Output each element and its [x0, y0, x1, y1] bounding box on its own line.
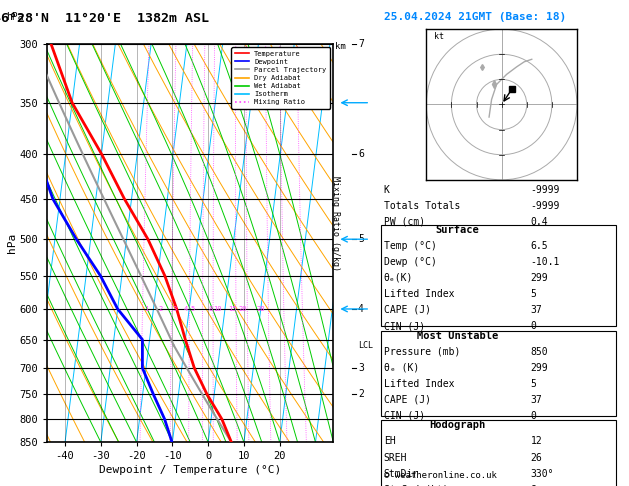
Text: 4: 4 — [358, 304, 364, 314]
Text: 5: 5 — [531, 379, 537, 389]
Text: 7: 7 — [358, 39, 364, 49]
Text: 3: 3 — [358, 363, 364, 373]
Text: 0: 0 — [531, 411, 537, 421]
Text: CAPE (J): CAPE (J) — [384, 305, 431, 315]
Text: km: km — [335, 42, 346, 52]
Text: 46°28'N  11°20'E  1382m ASL: 46°28'N 11°20'E 1382m ASL — [0, 12, 209, 25]
Text: 37: 37 — [531, 395, 542, 405]
Legend: Temperature, Dewpoint, Parcel Trajectory, Dry Adiabat, Wet Adiabat, Isotherm, Mi: Temperature, Dewpoint, Parcel Trajectory… — [231, 47, 330, 109]
Text: 28: 28 — [257, 306, 265, 312]
Text: -9999: -9999 — [531, 185, 560, 195]
Text: 5: 5 — [191, 306, 195, 312]
Text: 15: 15 — [228, 306, 237, 312]
Text: 850: 850 — [531, 347, 548, 357]
Text: Dewp (°C): Dewp (°C) — [384, 257, 437, 267]
X-axis label: Dewpoint / Temperature (°C): Dewpoint / Temperature (°C) — [99, 466, 281, 475]
Text: StmSpd (kt): StmSpd (kt) — [384, 485, 448, 486]
Text: 20: 20 — [238, 306, 247, 312]
Y-axis label: hPa: hPa — [7, 233, 16, 253]
Text: -10.1: -10.1 — [531, 257, 560, 267]
Text: Mixing Ratio (g/kg): Mixing Ratio (g/kg) — [331, 175, 340, 271]
Text: © weatheronline.co.uk: © weatheronline.co.uk — [384, 471, 496, 480]
Text: 5: 5 — [358, 234, 364, 244]
Text: Pressure (mb): Pressure (mb) — [384, 347, 460, 357]
Text: LCL: LCL — [358, 341, 373, 350]
Text: 2: 2 — [358, 389, 364, 399]
Text: CIN (J): CIN (J) — [384, 411, 425, 421]
Text: CIN (J): CIN (J) — [384, 321, 425, 331]
Text: 0.4: 0.4 — [531, 217, 548, 227]
Text: Temp (°C): Temp (°C) — [384, 241, 437, 251]
Text: kt: kt — [434, 32, 444, 41]
Text: θₑ (K): θₑ (K) — [384, 363, 419, 373]
Text: 8: 8 — [531, 485, 537, 486]
Text: 4: 4 — [184, 306, 187, 312]
Text: Surface: Surface — [435, 225, 479, 235]
Text: -9999: -9999 — [531, 201, 560, 211]
Text: 5: 5 — [531, 289, 537, 299]
Text: 299: 299 — [531, 363, 548, 373]
Text: Most Unstable: Most Unstable — [416, 330, 498, 341]
Text: 6: 6 — [358, 149, 364, 159]
Text: PW (cm): PW (cm) — [384, 217, 425, 227]
Text: Lifted Index: Lifted Index — [384, 289, 454, 299]
Text: K: K — [384, 185, 389, 195]
Text: 299: 299 — [531, 273, 548, 283]
Text: 37: 37 — [531, 305, 542, 315]
Text: StmDir: StmDir — [384, 469, 419, 479]
Text: SREH: SREH — [384, 452, 407, 463]
Text: 2: 2 — [159, 306, 163, 312]
Text: 330°: 330° — [531, 469, 554, 479]
Text: 3: 3 — [173, 306, 177, 312]
Text: Lifted Index: Lifted Index — [384, 379, 454, 389]
Text: EH: EH — [384, 436, 396, 447]
Text: Hodograph: Hodograph — [429, 420, 486, 431]
Text: 25.04.2024 21GMT (Base: 18): 25.04.2024 21GMT (Base: 18) — [384, 12, 566, 22]
Text: 12: 12 — [531, 436, 542, 447]
Text: 10: 10 — [214, 306, 222, 312]
Text: 0: 0 — [531, 321, 537, 331]
Text: 6.5: 6.5 — [531, 241, 548, 251]
Text: CAPE (J): CAPE (J) — [384, 395, 431, 405]
Text: Totals Totals: Totals Totals — [384, 201, 460, 211]
Text: hPa: hPa — [6, 12, 24, 22]
Text: 1: 1 — [144, 306, 148, 312]
Text: 8: 8 — [209, 306, 213, 312]
Text: 26: 26 — [531, 452, 542, 463]
Text: θₑ(K): θₑ(K) — [384, 273, 413, 283]
